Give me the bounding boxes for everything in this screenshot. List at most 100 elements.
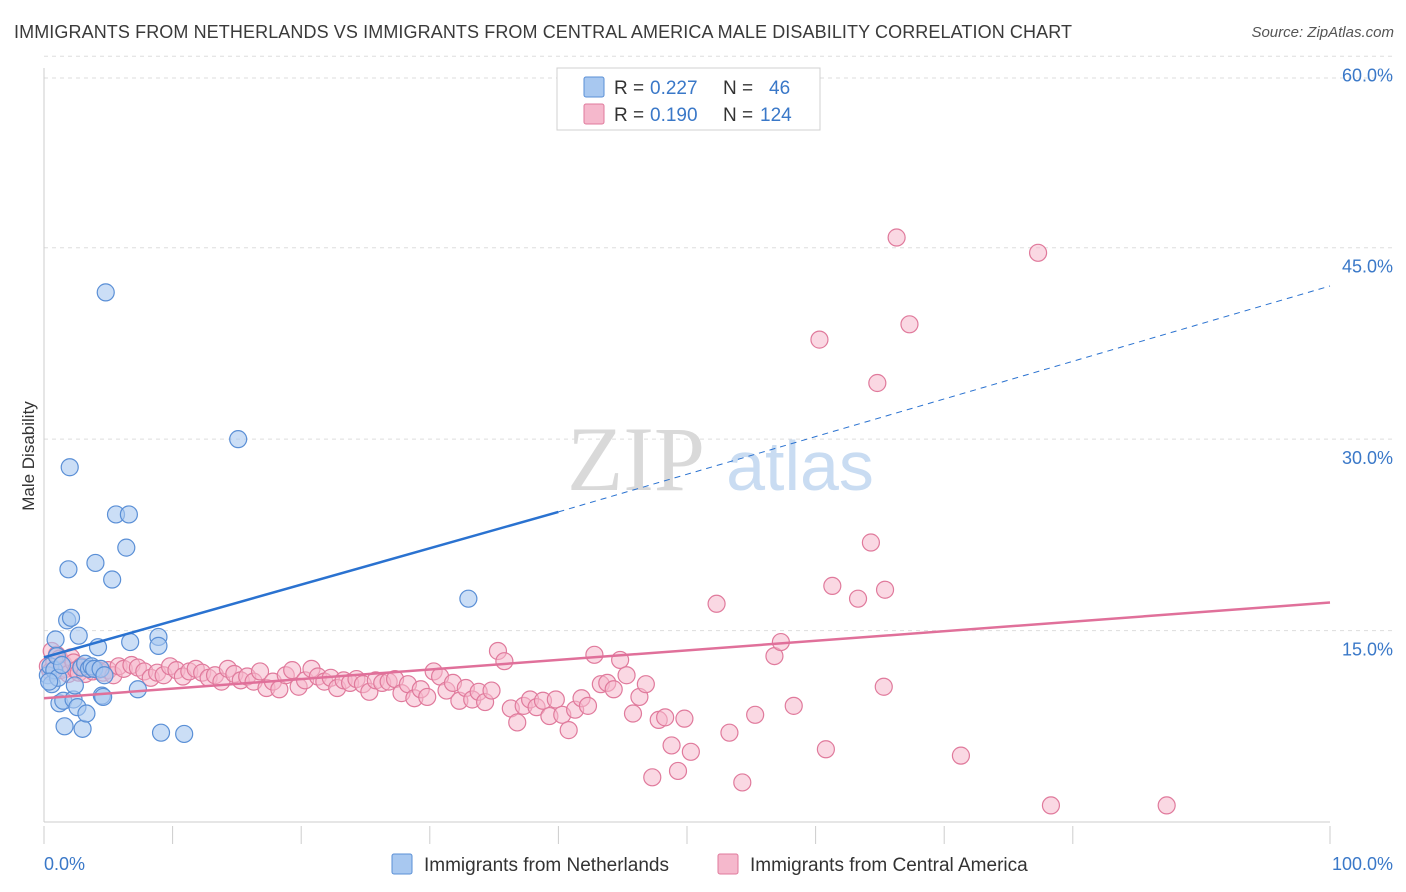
central-america-point xyxy=(656,708,675,727)
legend-n-value-2: 124 xyxy=(760,105,792,126)
central-america-point xyxy=(546,690,565,709)
bottom-legend-swatch-central-america xyxy=(717,853,739,875)
netherlands-point xyxy=(94,687,113,707)
netherlands-point xyxy=(40,672,59,691)
y-tick-label: 30.0% xyxy=(1342,448,1393,468)
legend-r-label-2: R = xyxy=(614,105,649,126)
watermark-atlas: atlas xyxy=(726,427,874,505)
central-america-point xyxy=(810,330,829,349)
central-america-point xyxy=(508,713,527,732)
central-america-point xyxy=(604,680,623,699)
netherlands-trend-line xyxy=(43,510,559,659)
central-america-point xyxy=(861,533,880,552)
grid-lines xyxy=(44,55,1394,632)
central-america-point xyxy=(675,709,694,728)
netherlands-point xyxy=(229,430,248,449)
netherlands-point xyxy=(103,570,122,589)
central-america-point xyxy=(418,687,437,707)
netherlands-point xyxy=(59,560,78,579)
svg-text:R = 0.227 N =: R = 0.227 N = 46 xyxy=(614,78,790,99)
netherlands-point xyxy=(96,283,115,302)
netherlands-point xyxy=(65,676,84,695)
central-america-point xyxy=(1157,796,1176,815)
netherlands-point xyxy=(149,636,168,655)
netherlands-point xyxy=(86,553,105,573)
netherlands-point xyxy=(73,719,92,738)
legend-swatch-central-america xyxy=(583,103,605,125)
trend-lines xyxy=(43,285,1331,700)
central-america-point xyxy=(662,736,681,755)
central-america-point xyxy=(874,677,893,696)
netherlands-point xyxy=(119,505,138,524)
netherlands-point xyxy=(175,724,194,744)
central-america-point xyxy=(559,721,578,740)
central-america-point xyxy=(668,761,688,781)
chart-title: IMMIGRANTS FROM NETHERLANDS VS IMMIGRANT… xyxy=(14,22,1073,42)
bottom-legend-swatch-netherlands xyxy=(391,853,413,875)
central-america-point xyxy=(585,645,604,664)
svg-text:R = 0.190 N =: R = 0.190 N = 124 xyxy=(614,105,792,126)
legend-r-value-2: 0.190 xyxy=(650,105,698,126)
legend-n-label-2: N = xyxy=(723,105,758,126)
legend-swatch-netherlands xyxy=(583,76,605,98)
netherlands-point xyxy=(95,666,114,685)
axes xyxy=(43,68,1331,844)
netherlands-point xyxy=(52,655,72,675)
y-axis-title: Male Disability xyxy=(19,401,38,511)
bottom-legend: Immigrants from Netherlands Immigrants f… xyxy=(391,853,1028,876)
netherlands-point xyxy=(77,704,96,723)
central-america-point xyxy=(848,589,868,608)
legend-n-value-1: 46 xyxy=(769,78,790,99)
central-america-point xyxy=(623,704,643,723)
y-tick-label: 45.0% xyxy=(1342,257,1393,277)
netherlands-point xyxy=(69,626,88,645)
central-america-point xyxy=(482,681,501,700)
central-america-point xyxy=(636,675,655,694)
netherlands-point xyxy=(128,680,147,699)
netherlands-point xyxy=(117,538,136,557)
central-america-point xyxy=(617,666,636,685)
bottom-legend-label-central-america: Immigrants from Central America xyxy=(750,855,1028,876)
central-america-point xyxy=(816,740,835,759)
watermark-zip: ZIP xyxy=(567,408,705,510)
central-america-point xyxy=(681,742,700,761)
y-tick-label: 15.0% xyxy=(1342,640,1393,660)
central-america-trend-line xyxy=(43,601,1331,700)
central-america-point xyxy=(887,228,906,247)
series-central-america xyxy=(38,228,1176,815)
y-tick-label: 60.0% xyxy=(1342,65,1393,85)
central-america-point xyxy=(868,373,887,393)
legend-r-value-1: 0.227 xyxy=(650,78,698,99)
netherlands-trend-extension xyxy=(558,285,1331,513)
legend-box: R = 0.227 N = 46 R = 0.190 N = 124 xyxy=(556,67,821,131)
tick-labels: 15.0% 30.0% 45.0% 60.0% 0.0% 100.0% xyxy=(44,65,1393,874)
central-america-point xyxy=(875,580,895,599)
legend-r-label-1: R = xyxy=(614,78,649,99)
central-america-point xyxy=(746,705,765,724)
legend-n-label-1: N = xyxy=(723,78,758,99)
netherlands-point xyxy=(459,589,478,608)
central-america-point xyxy=(643,768,662,787)
central-america-point xyxy=(823,576,842,596)
netherlands-point xyxy=(61,608,81,627)
netherlands-point xyxy=(121,632,140,652)
central-america-point xyxy=(784,696,803,715)
central-america-point xyxy=(720,723,739,742)
central-america-point xyxy=(733,773,752,792)
netherlands-point xyxy=(55,717,74,736)
netherlands-point xyxy=(46,630,65,649)
central-america-point xyxy=(495,652,514,671)
central-america-point xyxy=(951,746,971,765)
central-america-point xyxy=(900,315,919,334)
x-tick-label-max: 100.0% xyxy=(1332,854,1393,874)
bottom-legend-label-netherlands: Immigrants from Netherlands xyxy=(424,855,669,876)
x-tick-label-min: 0.0% xyxy=(44,854,85,874)
central-america-point xyxy=(1041,796,1061,815)
central-america-point xyxy=(578,696,598,715)
central-america-point xyxy=(707,594,726,613)
netherlands-point xyxy=(151,723,171,742)
netherlands-point xyxy=(60,458,79,477)
central-america-point xyxy=(1028,243,1048,262)
watermark: ZIP atlas xyxy=(567,408,874,510)
